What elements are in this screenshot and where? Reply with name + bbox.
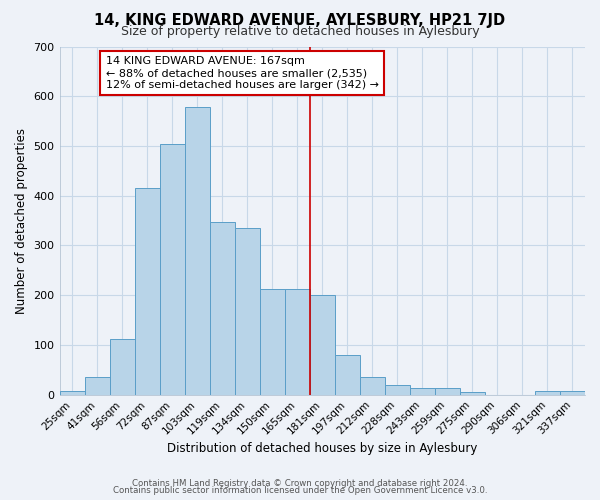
Bar — [460, 392, 485, 394]
Y-axis label: Number of detached properties: Number of detached properties — [15, 128, 28, 314]
Bar — [85, 378, 110, 394]
Text: Size of property relative to detached houses in Aylesbury: Size of property relative to detached ho… — [121, 25, 479, 38]
Text: Contains public sector information licensed under the Open Government Licence v3: Contains public sector information licen… — [113, 486, 487, 495]
Bar — [335, 355, 360, 395]
Bar — [535, 390, 560, 394]
Bar — [385, 385, 410, 394]
Bar — [134, 188, 160, 394]
Bar — [235, 228, 260, 394]
Bar — [110, 339, 134, 394]
Text: Contains HM Land Registry data © Crown copyright and database right 2024.: Contains HM Land Registry data © Crown c… — [132, 478, 468, 488]
Bar — [260, 289, 285, 395]
Bar — [160, 144, 185, 394]
Bar — [360, 378, 385, 394]
Bar — [209, 222, 235, 394]
Bar — [59, 390, 85, 394]
Text: 14 KING EDWARD AVENUE: 167sqm
← 88% of detached houses are smaller (2,535)
12% o: 14 KING EDWARD AVENUE: 167sqm ← 88% of d… — [106, 56, 379, 90]
X-axis label: Distribution of detached houses by size in Aylesbury: Distribution of detached houses by size … — [167, 442, 478, 455]
Bar — [310, 295, 335, 394]
Bar — [435, 388, 460, 394]
Text: 14, KING EDWARD AVENUE, AYLESBURY, HP21 7JD: 14, KING EDWARD AVENUE, AYLESBURY, HP21 … — [94, 12, 506, 28]
Bar — [410, 388, 435, 394]
Bar — [560, 390, 585, 394]
Bar — [285, 289, 310, 395]
Bar — [185, 107, 209, 395]
